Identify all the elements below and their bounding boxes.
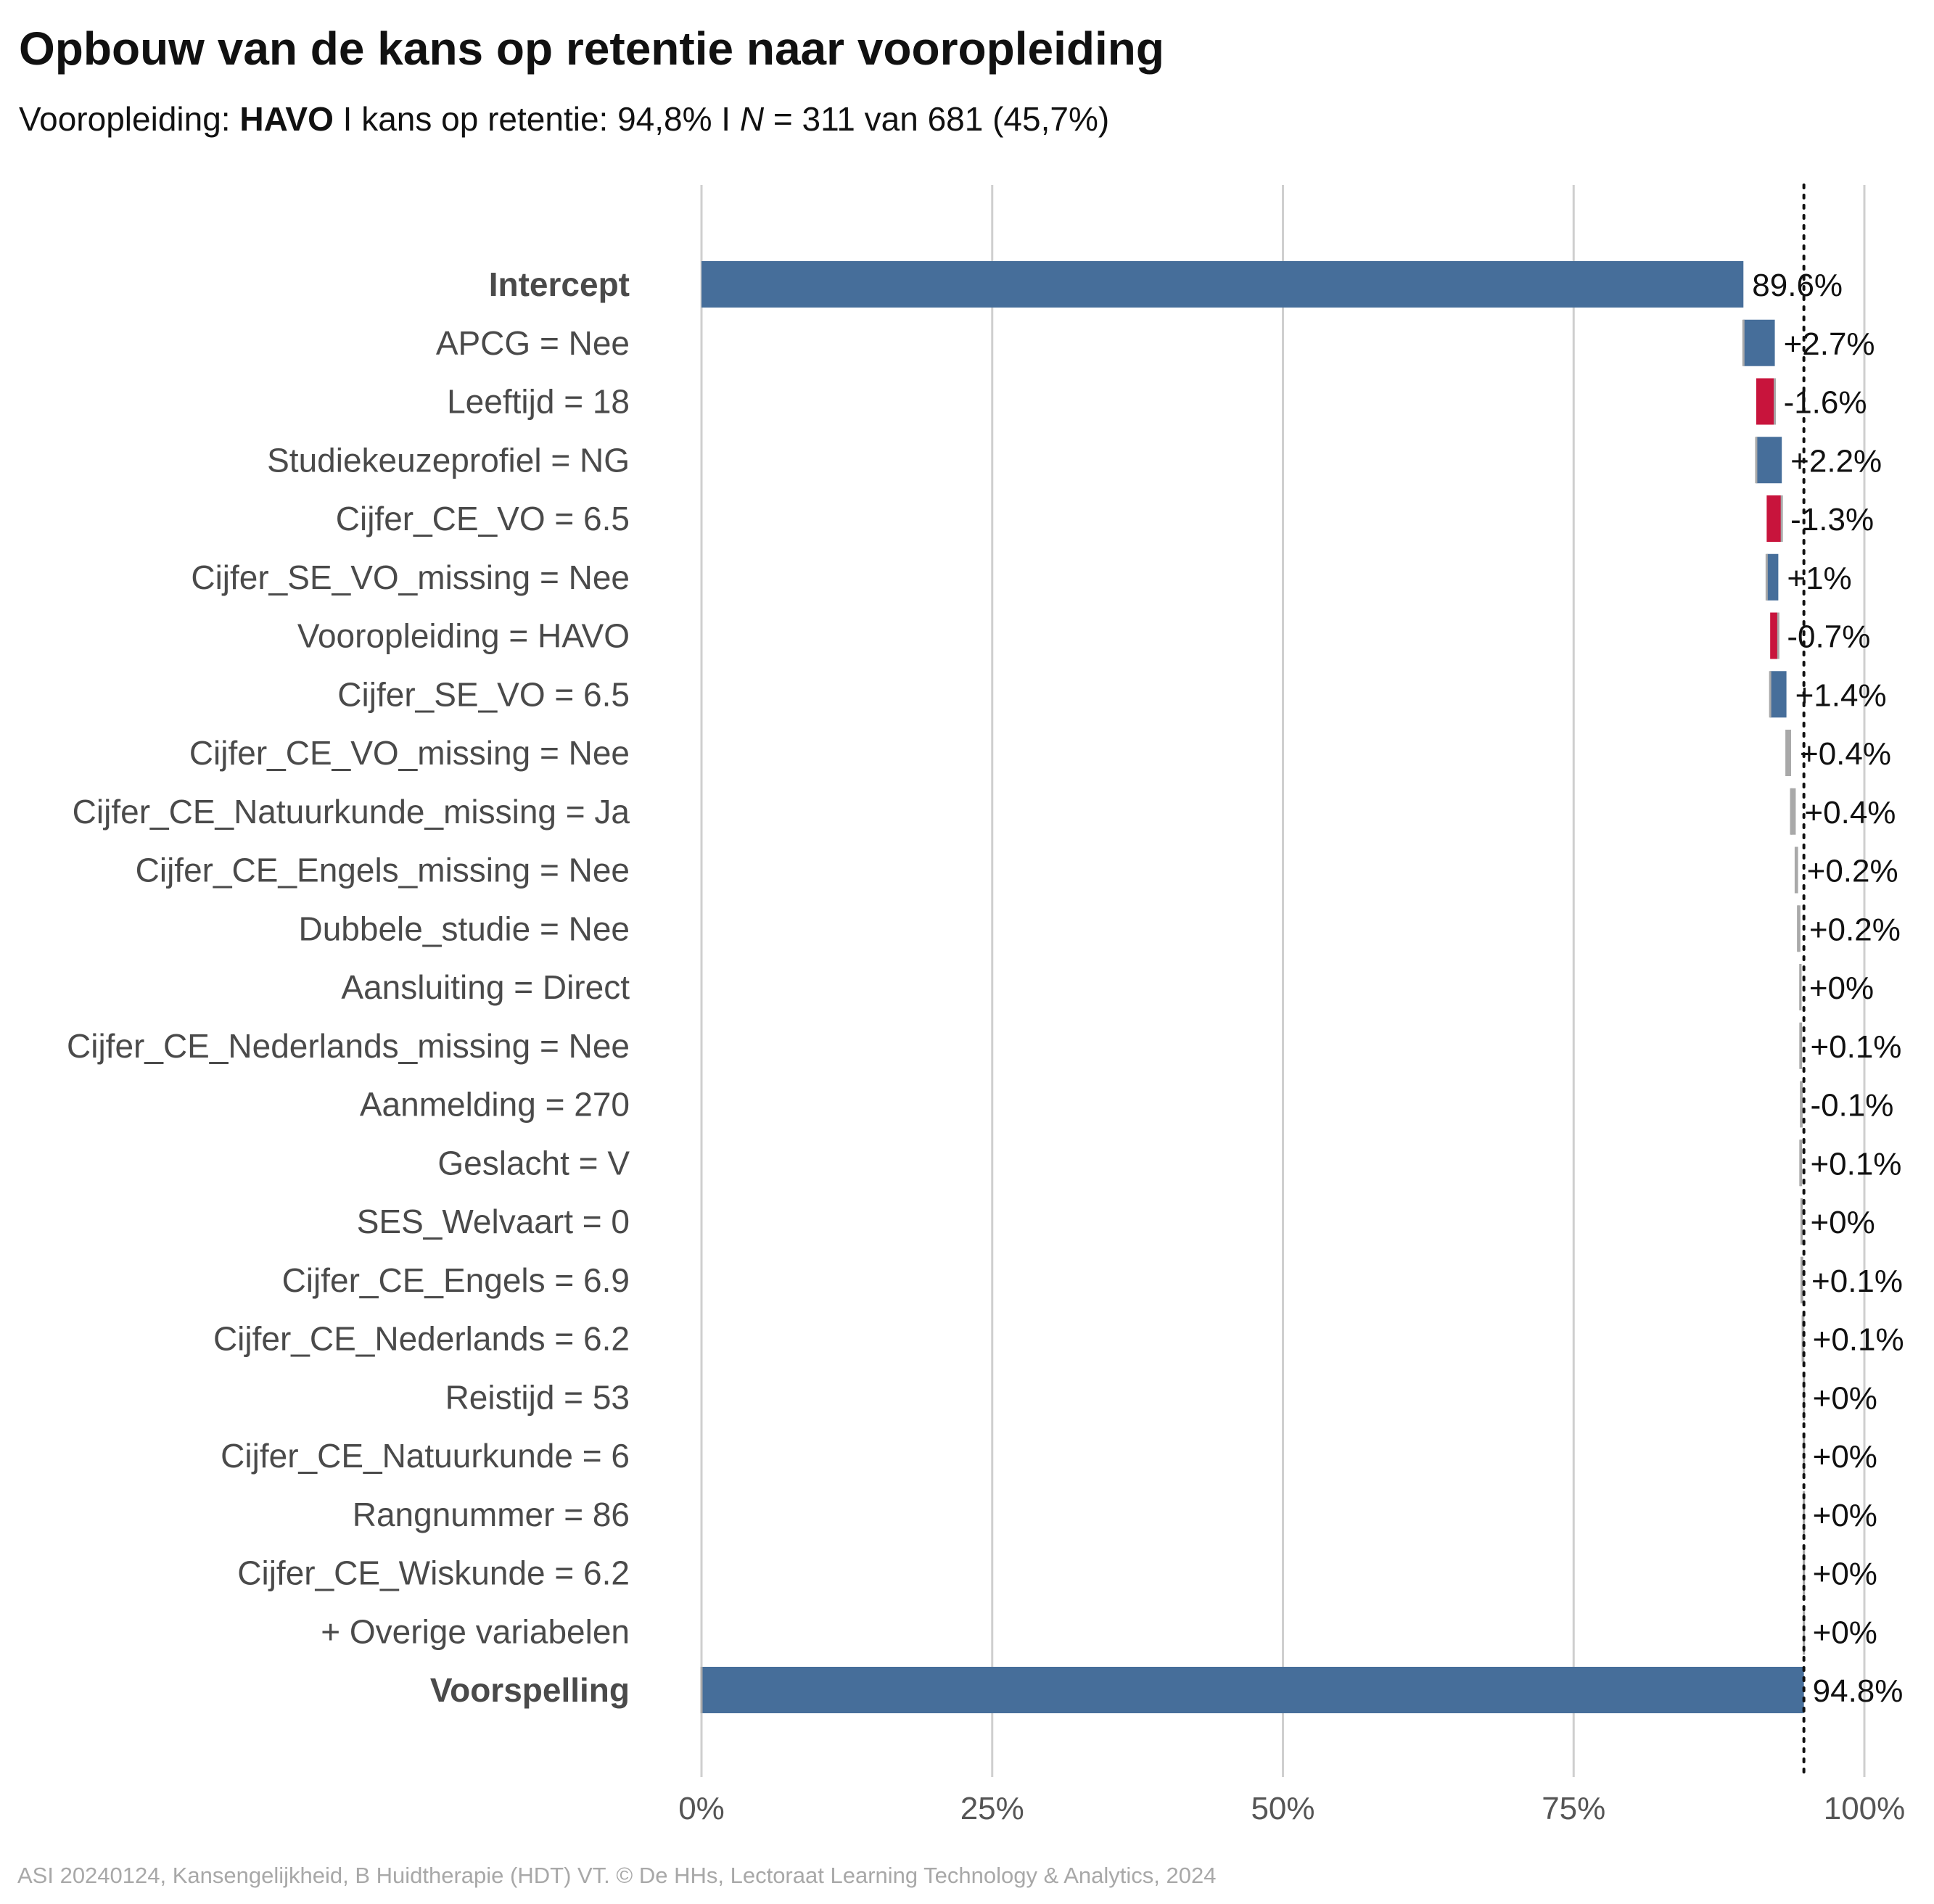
row-label: Rangnummer = 86 bbox=[353, 1496, 630, 1533]
value-label: +0% bbox=[1809, 970, 1874, 1006]
bar bbox=[1795, 846, 1798, 894]
row-label: Cijfer_CE_Engels = 6.9 bbox=[282, 1261, 630, 1299]
value-label: 89.6% bbox=[1752, 268, 1843, 303]
value-label: +0% bbox=[1813, 1380, 1877, 1416]
x-tick-label: 50% bbox=[1251, 1791, 1314, 1826]
value-label: -0.7% bbox=[1787, 619, 1870, 655]
value-label: +0% bbox=[1813, 1498, 1877, 1533]
bar bbox=[701, 1667, 1804, 1713]
value-label: +0.2% bbox=[1807, 854, 1898, 889]
value-label: +0% bbox=[1813, 1557, 1877, 1592]
value-label: 94.8% bbox=[1813, 1673, 1904, 1709]
row-label: Cijfer_CE_Natuurkunde_missing = Ja bbox=[73, 793, 630, 831]
bar bbox=[1798, 905, 1801, 952]
row-label: Cijfer_CE_Nederlands = 6.2 bbox=[213, 1320, 630, 1358]
subtitle-label: Vooropleiding: bbox=[19, 100, 240, 138]
value-label: +0.4% bbox=[1800, 736, 1891, 772]
row-label: Cijfer_CE_Wiskunde = 6.2 bbox=[237, 1554, 630, 1592]
row-label: Vooropleiding = HAVO bbox=[297, 617, 630, 655]
value-label: +0% bbox=[1813, 1439, 1877, 1475]
row-label: Reistijd = 53 bbox=[445, 1378, 630, 1416]
value-label: +1.4% bbox=[1795, 677, 1887, 713]
value-label: +2.2% bbox=[1790, 443, 1882, 479]
value-label: +0.1% bbox=[1810, 1029, 1901, 1065]
x-tick-label: 25% bbox=[960, 1791, 1024, 1826]
row-label: Aanmelding = 270 bbox=[360, 1086, 630, 1124]
row-label: Cijfer_SE_VO = 6.5 bbox=[337, 675, 630, 713]
bars-layer bbox=[700, 261, 1806, 1713]
subtitle-value: HAVO bbox=[239, 100, 334, 138]
row-label: Intercept bbox=[489, 265, 630, 303]
row-label: Studiekeuzeprofiel = NG bbox=[267, 441, 630, 479]
row-label: SES_Welvaart = 0 bbox=[357, 1203, 630, 1240]
bar bbox=[1786, 730, 1792, 776]
row-label: Voorspelling bbox=[430, 1671, 630, 1709]
value-label: +0.1% bbox=[1810, 1146, 1901, 1182]
x-tick-label: 100% bbox=[1824, 1791, 1906, 1826]
value-label: +0.1% bbox=[1811, 1264, 1903, 1299]
x-tick-label: 75% bbox=[1542, 1791, 1605, 1826]
row-label: Cijfer_CE_VO = 6.5 bbox=[336, 500, 630, 537]
value-label: +0% bbox=[1810, 1205, 1875, 1240]
bar bbox=[1766, 553, 1779, 601]
subtitle-n-text: = 311 van 681 (45,7%) bbox=[764, 100, 1110, 138]
bar bbox=[701, 261, 1744, 308]
row-label: Cijfer_CE_Nederlands_missing = Nee bbox=[67, 1027, 630, 1065]
row-label: Leeftijd = 18 bbox=[447, 383, 630, 421]
value-label: +0.1% bbox=[1813, 1322, 1904, 1358]
chart-caption: ASI 20240124, Kansengelijkheid, B Huidth… bbox=[17, 1863, 1217, 1888]
x-axis-ticks: 0% 25% 50% 75% 100% bbox=[678, 1791, 1905, 1826]
subtitle-n-label: N bbox=[739, 100, 765, 138]
bar bbox=[1766, 495, 1782, 542]
bar bbox=[1770, 612, 1779, 659]
row-label: Aansluiting = Direct bbox=[341, 968, 630, 1006]
value-label: -1.6% bbox=[1784, 385, 1867, 421]
value-label: +0% bbox=[1813, 1615, 1877, 1650]
row-label: APCG = Nee bbox=[436, 324, 630, 362]
bar bbox=[1770, 671, 1787, 718]
row-label: Cijfer_CE_VO_missing = Nee bbox=[189, 734, 630, 772]
labels-layer: Intercept 89.6% APCG = Nee +2.7% Leeftijd = … bbox=[67, 265, 1904, 1709]
value-label: +0.4% bbox=[1804, 795, 1896, 831]
value-label: +2.7% bbox=[1784, 326, 1875, 362]
value-label: +0.2% bbox=[1809, 912, 1901, 947]
value-label: -0.1% bbox=[1810, 1088, 1893, 1124]
value-label: +1% bbox=[1787, 561, 1851, 596]
bar bbox=[1756, 437, 1782, 484]
bar bbox=[1791, 788, 1796, 835]
bar bbox=[1743, 319, 1775, 366]
chart-title: Opbouw van de kans op retentie naar voor… bbox=[19, 22, 1164, 75]
row-label: Cijfer_CE_Engels_missing = Nee bbox=[136, 852, 630, 889]
row-label: Geslacht = V bbox=[437, 1144, 630, 1182]
subtitle-separator: I kans op retentie: 94,8% I bbox=[333, 100, 740, 138]
row-label: Cijfer_CE_Natuurkunde = 6 bbox=[221, 1437, 630, 1475]
row-label: Dubbele_studie = Nee bbox=[299, 910, 630, 947]
row-label: Cijfer_SE_VO_missing = Nee bbox=[191, 559, 630, 596]
row-label: + Overige variabelen bbox=[321, 1612, 630, 1650]
chart-subtitle: Vooropleiding: HAVO I kans op retentie: … bbox=[19, 99, 1109, 139]
x-tick-label: 0% bbox=[678, 1791, 725, 1826]
grid-layer bbox=[700, 185, 1866, 1777]
bar bbox=[1756, 378, 1775, 425]
value-label: -1.3% bbox=[1790, 502, 1874, 537]
